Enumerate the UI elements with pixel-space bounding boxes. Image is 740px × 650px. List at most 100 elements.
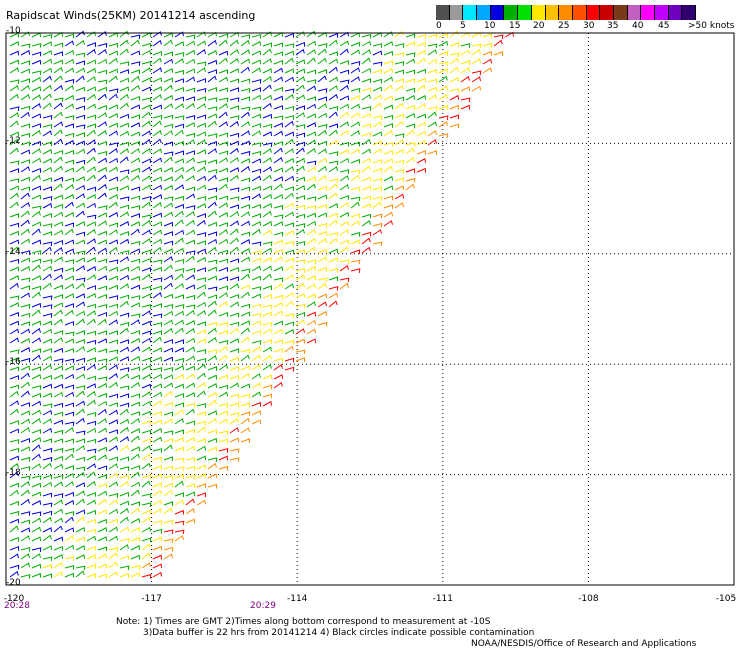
wind-barb <box>185 122 196 128</box>
wind-barb <box>42 313 53 318</box>
wind-barb <box>130 465 140 470</box>
wind-barb <box>185 49 196 56</box>
wind-barb <box>152 67 162 74</box>
wind-barb <box>273 266 284 272</box>
wind-barb <box>196 301 207 308</box>
wind-barb <box>185 392 196 398</box>
wind-barb <box>207 391 218 398</box>
wind-barb <box>141 267 151 272</box>
wind-barb <box>64 139 75 146</box>
wind-barb <box>163 156 173 164</box>
wind-barb <box>152 201 162 209</box>
wind-barb <box>152 229 162 236</box>
wind-barb <box>108 463 118 470</box>
wind-barb <box>295 185 306 191</box>
wind-barb <box>20 149 31 155</box>
wind-barb <box>9 447 20 453</box>
wind-barb <box>284 166 294 173</box>
wind-barb <box>383 122 394 128</box>
wind-barb <box>218 418 229 425</box>
wind-barb <box>53 438 63 444</box>
wind-barb <box>218 102 228 110</box>
wind-barb <box>86 318 96 326</box>
wind-barb <box>42 502 53 508</box>
wind-barb <box>207 69 217 74</box>
wind-barb <box>229 39 239 47</box>
wind-barb <box>218 311 229 317</box>
wind-barb <box>251 265 262 272</box>
wind-barb <box>152 391 163 398</box>
wind-barb <box>20 535 30 542</box>
wind-barb <box>218 132 229 138</box>
wind-barb <box>174 31 184 38</box>
wind-barb <box>284 57 294 65</box>
wind-barb <box>42 282 52 290</box>
wind-barb <box>119 507 129 515</box>
wind-barb <box>130 302 141 308</box>
wind-barb <box>207 321 218 327</box>
wind-barb <box>108 211 119 218</box>
wind-barb <box>361 138 371 146</box>
wind-barb <box>273 214 284 220</box>
wind-barb <box>174 174 184 182</box>
wind-barb <box>339 95 350 101</box>
wind-barb <box>174 140 185 146</box>
wind-barb <box>108 157 119 164</box>
wind-barb <box>361 94 371 101</box>
wind-barb <box>97 58 108 65</box>
wind-barb <box>97 408 107 416</box>
wind-barb <box>108 445 118 452</box>
wind-barb <box>152 104 163 110</box>
wind-barb <box>273 86 284 92</box>
wind-barb <box>75 498 85 506</box>
wind-barb <box>64 212 75 218</box>
wind-barb <box>174 393 185 398</box>
wind-barb <box>9 570 19 578</box>
wind-barb <box>86 93 96 101</box>
wind-barb <box>152 528 163 534</box>
wind-barb <box>97 86 108 92</box>
wind-barb <box>328 286 339 291</box>
wind-barb <box>262 346 272 353</box>
wind-barb <box>42 75 52 83</box>
wind-barb <box>328 129 338 137</box>
wind-barb <box>262 210 272 218</box>
wind-barb <box>438 104 449 110</box>
wind-barb <box>251 59 262 65</box>
wind-barb <box>405 94 416 101</box>
wind-barb <box>108 535 119 542</box>
wind-barb <box>53 571 63 578</box>
wind-barb <box>240 348 251 354</box>
wind-barb <box>262 123 273 129</box>
wind-barb <box>130 284 141 290</box>
wind-barb <box>108 319 118 326</box>
note-line-1: Note: 1) Times are GMT 2)Times along bot… <box>116 617 491 627</box>
wind-barb <box>416 68 427 74</box>
wind-barb <box>394 84 404 92</box>
wind-barb <box>53 176 64 182</box>
wind-barb <box>328 66 338 74</box>
wind-barb <box>185 96 195 101</box>
wind-barb <box>317 293 328 299</box>
wind-barb <box>53 383 64 389</box>
wind-barb <box>141 184 151 191</box>
wind-barb <box>119 211 129 218</box>
wind-barb <box>163 240 174 246</box>
wind-barb <box>185 294 196 300</box>
wind-barb <box>229 267 240 272</box>
wind-barb <box>86 528 97 534</box>
wind-barb <box>108 113 119 119</box>
wind-barb <box>207 201 217 209</box>
wind-barb <box>31 482 42 488</box>
wind-barb <box>108 349 119 355</box>
wind-barb <box>328 276 338 282</box>
wind-barb <box>75 257 86 263</box>
wind-barb <box>416 34 427 40</box>
wind-barb <box>350 112 360 119</box>
wind-barb <box>20 511 31 516</box>
wind-barb <box>361 219 371 227</box>
wind-barb <box>42 481 53 488</box>
wind-barb <box>361 203 372 209</box>
wind-barb <box>53 309 63 317</box>
